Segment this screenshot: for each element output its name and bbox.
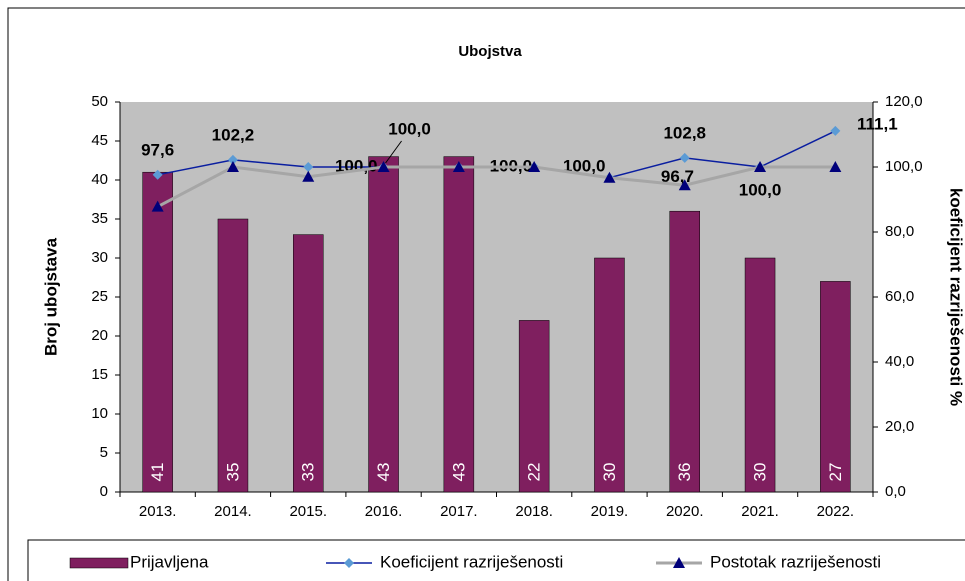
y-tick-label: 25 [91,288,108,305]
y-tick-label: 5 [100,444,108,461]
y-tick-label: 15 [91,366,108,383]
bar [217,218,249,493]
y-tick-label: 40 [91,171,108,188]
legend-label: Koeficijent razriješenosti [380,552,563,571]
y-tick-label: 0 [100,483,108,500]
x-tick-label: 2013. [139,503,177,520]
data-label: 97,6 [141,140,174,159]
data-label: 111,1 [857,114,898,133]
data-label: 102,2 [212,125,255,144]
line [156,165,836,208]
y2-tick-label: 40,0 [885,353,914,370]
bar-label: 30 [751,463,770,482]
marker [679,152,690,163]
bar-label: 35 [223,463,242,482]
legend-swatch [69,557,129,569]
marker [829,161,842,172]
marker [151,200,164,212]
x-tick-label: 2019. [591,503,629,520]
marker [528,161,541,172]
legend-box [27,539,965,581]
x-tick-label: 2014. [214,503,252,520]
y-tick-label: 35 [91,210,108,227]
bar [744,257,776,493]
bar [368,156,399,493]
y-tick-label: 30 [91,249,108,266]
x-tick-label: 2021. [741,503,779,520]
x-tick-label: 2018. [515,503,553,520]
legend-marker [344,558,354,568]
bar-label: 43 [449,463,468,482]
bar-label: 22 [525,463,544,482]
y2-tick-label: 120,0 [885,93,923,110]
y-tick-label: 10 [91,405,108,422]
x-tick-label: 2022. [817,503,855,520]
marker [452,161,465,172]
data-label: 100,0 [388,119,431,138]
marker [377,161,390,172]
y2-tick-label: 80,0 [885,223,914,240]
legend-label: Prijavljena [130,552,209,571]
marker [226,161,239,172]
bar-label: 41 [148,463,167,482]
bar [518,320,550,493]
y2-axis-label: koeficijent razriješenosti % [947,188,965,406]
y-tick-label: 50 [91,93,108,110]
marker [152,169,163,180]
y-tick-label: 20 [91,327,108,344]
bar [820,281,851,493]
legend-marker [673,557,685,568]
y2-tick-label: 100,0 [885,158,923,175]
x-tick-label: 2015. [289,503,327,520]
bar [669,210,700,493]
y2-tick-label: 60,0 [885,288,914,305]
bar-label: 30 [600,463,619,482]
bar [142,171,173,493]
x-tick-label: 2020. [666,503,704,520]
marker [754,161,767,172]
bar [594,257,625,493]
leader-line [385,140,402,164]
x-tick-label: 2017. [440,503,478,520]
data-label: 102,8 [663,123,706,142]
marker [678,179,691,191]
marker [830,125,841,136]
y2-tick-label: 20,0 [885,418,914,435]
data-label: 100,0 [739,180,782,199]
marker [227,154,238,165]
marker [302,170,315,182]
y-axis-label: Broj ubojstava [41,237,60,356]
bar-label: 36 [675,463,694,482]
bar-label: 43 [374,463,393,482]
y-tick-label: 45 [91,132,108,149]
bar-label: 33 [299,463,318,482]
bar-label: 27 [826,463,845,482]
bar [293,234,324,493]
bar [443,156,475,493]
marker [303,162,314,172]
legend-label: Postotak razriješenosti [710,552,881,571]
y2-tick-label: 0,0 [885,483,906,500]
chart-title: Ubojstva [458,43,522,60]
data-label: 100,0 [563,156,606,175]
marker [603,171,616,183]
x-tick-label: 2016. [365,503,403,520]
